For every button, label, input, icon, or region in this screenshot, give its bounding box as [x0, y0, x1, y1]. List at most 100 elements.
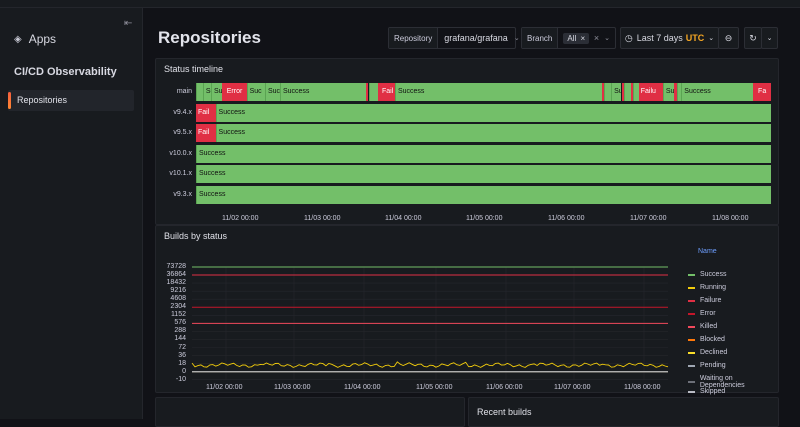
- timeline-x-tick: 11/08 00:00: [712, 215, 749, 222]
- legend-swatch: [688, 364, 695, 367]
- legend-item-blocked[interactable]: Blocked: [688, 336, 725, 343]
- timeline-segment-success[interactable]: Success: [196, 144, 771, 163]
- legend-item-declined[interactable]: Declined: [688, 349, 727, 356]
- legend-swatch: [688, 273, 695, 276]
- timezone-label: UTC: [685, 33, 705, 43]
- timeline-row[interactable]: Fail Success: [196, 103, 771, 122]
- timeline-segment-success[interactable]: [676, 83, 682, 101]
- refresh-button[interactable]: ↻: [744, 27, 762, 49]
- sidebar: ⇤ ◈ Apps CI/CD Observability Repositorie…: [0, 8, 143, 419]
- timeline-segment-failure[interactable]: [752, 83, 757, 101]
- builds-chart-title: Builds by status: [164, 231, 228, 241]
- legend-swatch: [688, 390, 695, 393]
- timeline-segment-success[interactable]: Success: [196, 185, 771, 204]
- timeline-segment-success[interactable]: [368, 83, 378, 101]
- legend-swatch: [688, 338, 695, 341]
- legend-title[interactable]: Name: [698, 248, 717, 255]
- zoom-out-button[interactable]: ⊖: [718, 27, 739, 49]
- branch-label: Branch: [522, 28, 559, 48]
- y-tick-label: 36: [178, 351, 186, 359]
- legend-item-pending[interactable]: Pending: [688, 362, 726, 369]
- y-tick-label: 72: [178, 343, 186, 351]
- timeline-segment-failure[interactable]: [630, 83, 633, 101]
- timeline-segment-success[interactable]: [604, 83, 612, 101]
- legend-swatch: [688, 325, 695, 328]
- timeline-segment-success[interactable]: Su: [202, 83, 211, 101]
- remove-chip-icon[interactable]: ×: [580, 33, 586, 43]
- sidebar-section-title[interactable]: CI/CD Observability: [14, 66, 117, 78]
- timeline-row[interactable]: Fail Success: [196, 124, 771, 142]
- timeline-segment-failure[interactable]: [621, 83, 624, 101]
- collapse-icon[interactable]: ⇤: [124, 18, 133, 29]
- timeline-segment-failure[interactable]: Error: [224, 83, 247, 101]
- legend-item-waiting-on-dependencies[interactable]: Waiting on Dependencies: [688, 375, 778, 389]
- timeline-segment-success[interactable]: Suc: [246, 83, 265, 101]
- timeline-segment-success[interactable]: Suc: [210, 83, 223, 101]
- timeline-segment-failure[interactable]: [674, 83, 677, 101]
- legend-label: Pending: [700, 362, 726, 369]
- legend-swatch: [688, 351, 695, 354]
- timeline-segment-failure[interactable]: Failu: [638, 83, 663, 101]
- y-tick-label: 144: [174, 335, 186, 343]
- y-tick-label: 18432: [166, 279, 186, 287]
- timeline-segment-success[interactable]: Success: [681, 83, 753, 101]
- legend-item-running[interactable]: Running: [688, 284, 726, 291]
- timeline-x-tick: 11/06 00:00: [548, 215, 585, 222]
- legend-label: Skipped: [700, 388, 726, 395]
- legend-item-skipped[interactable]: Skipped: [688, 388, 725, 395]
- status-timeline-panel: Status timeline mainSuSucErrorSucSucSucc…: [155, 58, 779, 225]
- branch-chip-label: All: [567, 33, 577, 43]
- timeline-segment-failure[interactable]: [222, 83, 225, 101]
- time-range-picker[interactable]: ◷ Last 7 days UTC ⌄: [620, 27, 719, 49]
- legend-swatch: [688, 299, 695, 302]
- timeline-segment-failure[interactable]: [377, 83, 380, 101]
- legend-item-success[interactable]: Success: [688, 271, 726, 278]
- x-tick-label: 11/07 00:00: [554, 384, 591, 391]
- timeline-row[interactable]: Success: [196, 185, 771, 204]
- sidebar-item-repositories[interactable]: Repositories: [8, 90, 134, 111]
- timeline-segment-success[interactable]: Suc: [265, 83, 280, 101]
- timeline-segment-success[interactable]: [633, 83, 639, 101]
- timeline-segment-failure[interactable]: Fail: [380, 83, 395, 101]
- page-title: Repositories: [158, 28, 261, 47]
- timeline-x-tick: 11/03 00:00: [304, 215, 341, 222]
- apps-header: ◈ Apps: [14, 32, 56, 46]
- timeline-row[interactable]: Success: [196, 165, 771, 183]
- timeline-segment-success[interactable]: Success: [215, 103, 771, 122]
- timeline-segment-failure[interactable]: Fail: [196, 103, 216, 122]
- x-tick-label: 11/06 00:00: [486, 384, 523, 391]
- timeline-segment-failure[interactable]: [366, 83, 369, 101]
- timeline-segment-success[interactable]: Success: [394, 83, 602, 101]
- timeline-segment-success[interactable]: Success: [215, 124, 771, 142]
- legend-swatch: [688, 312, 695, 315]
- legend-swatch: [688, 381, 695, 383]
- timeline-segment-failure[interactable]: [601, 83, 605, 101]
- timeline-segment-success[interactable]: Su: [611, 83, 622, 101]
- clear-icon[interactable]: ×: [593, 33, 600, 43]
- builds-chart: [191, 266, 669, 380]
- x-tick-label: 11/05 00:00: [416, 384, 453, 391]
- legend-item-error[interactable]: Error: [688, 310, 716, 317]
- builds-by-status-panel: Builds by status 73728 36864 18432 9216 4608…: [155, 225, 779, 395]
- timeline-segment-success[interactable]: Success: [279, 83, 367, 101]
- legend-item-failure[interactable]: Failure: [688, 297, 721, 304]
- series-line-running: [191, 361, 669, 368]
- chevron-down-icon: ⌄: [766, 35, 773, 42]
- legend-item-killed[interactable]: Killed: [688, 323, 717, 330]
- legend-label: Blocked: [700, 336, 725, 343]
- branch-chip[interactable]: All ×: [563, 32, 590, 44]
- timeline-segment-success[interactable]: [623, 83, 631, 101]
- legend-label: Declined: [700, 349, 728, 356]
- timeline-segment-success[interactable]: Su: [662, 83, 675, 101]
- timeline-segment-failure[interactable]: Fail: [196, 124, 216, 142]
- timeline-segment-success[interactable]: [196, 83, 203, 101]
- timeline-row[interactable]: SuSucErrorSucSucSuccessFailSuccessSuFail…: [196, 83, 771, 101]
- timeline-segment-success[interactable]: Success: [196, 165, 771, 183]
- branch-select[interactable]: Branch All × × ⌄: [521, 27, 616, 49]
- timeline-row[interactable]: Success: [196, 144, 771, 163]
- repository-select[interactable]: Repository grafana/grafana ⌄: [388, 27, 520, 49]
- timeline-segment-failure[interactable]: Fa: [756, 83, 771, 101]
- timeline-row-label: v9.4.x: [173, 108, 192, 116]
- repository-value: grafana/grafana: [444, 33, 508, 43]
- refresh-interval-button[interactable]: ⌄: [761, 27, 778, 49]
